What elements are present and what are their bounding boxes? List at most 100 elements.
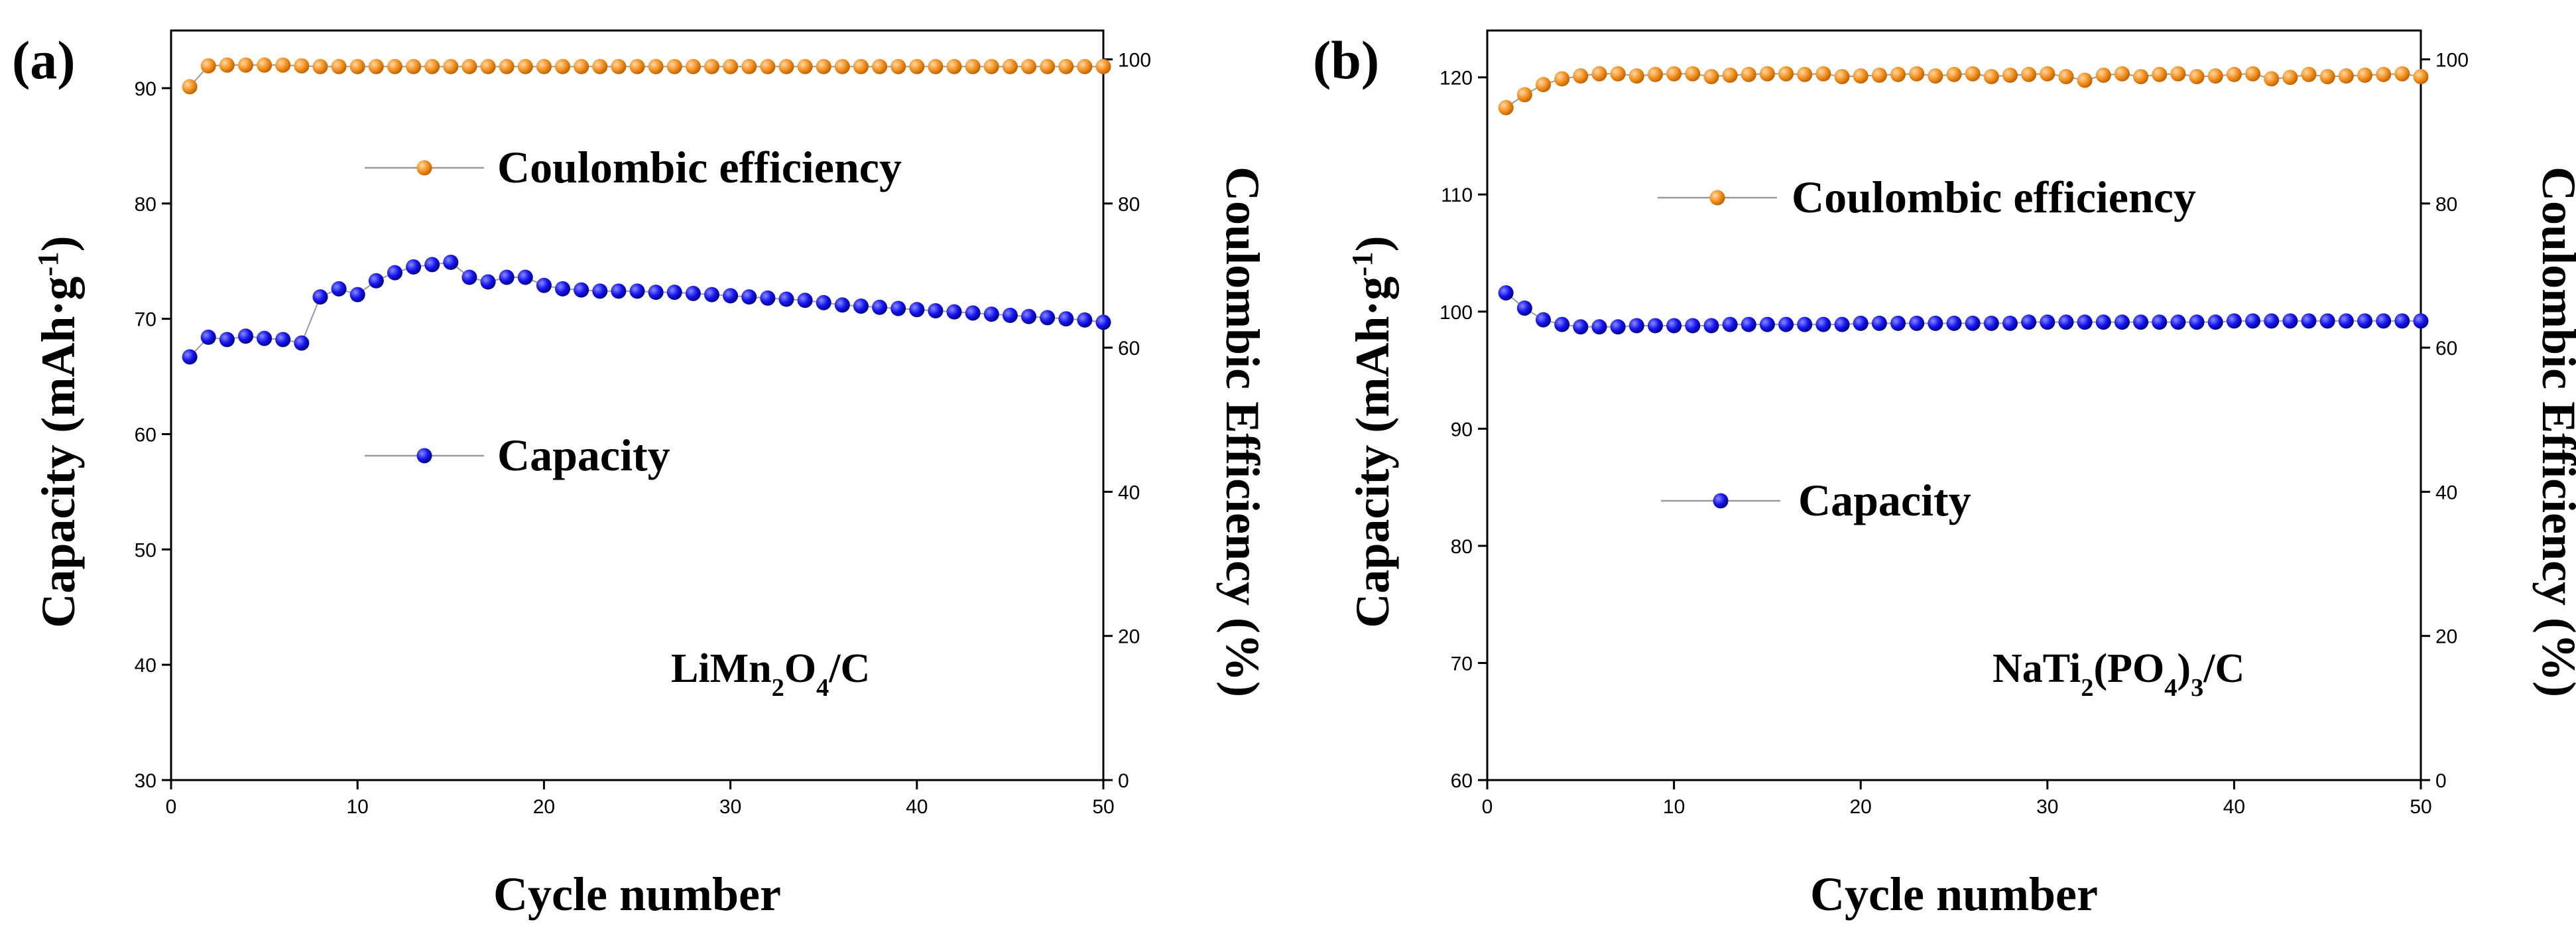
capacity-point [1002,307,1018,323]
ce-point [1573,68,1589,84]
ce-point [946,58,962,74]
ce-point [349,58,365,74]
ce-point [219,57,235,73]
ce-point [536,58,552,74]
ce-point [555,58,571,74]
capacity-point [872,299,888,315]
ce-point [872,58,888,74]
capacity-point [2376,313,2392,329]
capacity-point [778,291,794,307]
ce-point [1834,69,1850,85]
plot-frame [170,29,1105,781]
capacity-point [592,283,608,299]
capacity-point [2095,314,2111,330]
capacity-point [1815,316,1831,332]
ce-point [983,58,999,74]
ce-point [2207,68,2223,84]
capacity-point [2319,313,2335,329]
capacity-point [1628,318,1644,334]
ce-point [2282,70,2298,86]
capacity-point [2226,313,2242,329]
y2-tick-label: 60 [1118,338,1140,360]
capacity-point [797,293,813,308]
capacity-point [2338,313,2354,329]
ce-point [1666,66,1682,82]
legend-ce-label: Coulombic efficiency [497,142,902,192]
ce-point [928,58,944,74]
capacity-point [1498,285,1514,300]
capacity-point [2264,313,2280,329]
ce-point [574,58,589,74]
capacity-point [2301,313,2317,329]
y2-axis-title: Coulombic Efficiency (%) [2532,166,2576,697]
x-tick-label: 50 [2410,796,2431,818]
x-tick-label: 10 [347,796,369,818]
capacity-point [2394,313,2410,329]
ce-point [648,58,664,74]
x-tick-label: 30 [2036,796,2058,818]
capacity-point [1871,315,1887,331]
legend-ce: Coulombic efficiency [1658,172,2196,222]
ce-point [1610,66,1626,82]
ce-point [723,58,739,74]
capacity-point [2245,313,2261,329]
ce-point [629,58,645,74]
ce-point [2189,69,2205,85]
ce-point [331,58,347,74]
legend-capacity: Capacity [1661,475,1971,525]
ce-point [1591,66,1607,82]
y2-tick-label: 0 [1118,770,1129,792]
ce-point [1498,100,1514,115]
capacity-point [723,288,739,304]
capacity-point [816,295,831,310]
capacity-point [1722,316,1738,332]
capacity-point [1834,316,1850,332]
legend-capacity-label: Capacity [497,430,670,480]
ce-point [499,58,515,74]
y2-tick-label: 20 [1118,626,1140,648]
material-annotation: NaTi2(PO4)3/C [1993,646,2244,702]
ce-point [2394,66,2410,82]
capacity-point [257,330,273,346]
ce-point [294,58,310,74]
capacity-point [555,281,571,297]
ce-point [704,58,719,74]
capacity-point [685,285,701,301]
ce-point [1628,68,1644,84]
capacity-point [1946,315,1962,331]
ce-point [909,58,925,74]
capacity-point [182,349,198,365]
ce-point [1685,66,1701,82]
y-tick-label: 90 [1451,419,1473,440]
capacity-point [1965,315,1981,331]
x-tick-label: 20 [1850,796,1872,818]
ce-point [1077,58,1093,74]
ce-point [1797,66,1813,82]
ce-point [387,58,402,74]
ce-point [2376,66,2392,82]
legend-ce-marker [1709,190,1725,206]
y2-tick-label: 100 [2435,49,2469,71]
ce-point [2338,68,2354,84]
ce-point [2245,66,2261,82]
ce-point [741,58,757,74]
ce-point [1021,58,1037,74]
ce-point [2077,72,2093,88]
y-tick-label: 30 [135,770,156,792]
capacity-point [2002,315,2018,331]
x-tick-label: 40 [2223,796,2245,818]
y-tick-label: 40 [135,655,156,677]
capacity-point [611,283,627,299]
capacity-point [219,332,235,348]
y-axis-title: Capacity (mAh·g-1) [31,235,85,628]
capacity-point [1535,312,1551,328]
capacity-point [629,283,645,299]
capacity-point [2152,314,2168,330]
ce-point [237,57,253,73]
x-tick-label: 40 [906,796,928,818]
x-tick-label: 0 [166,796,177,818]
x-axis-title: Cycle number [1810,868,2098,921]
capacity-point [294,335,310,351]
ce-point [2002,67,2018,83]
ce-point [666,58,682,74]
